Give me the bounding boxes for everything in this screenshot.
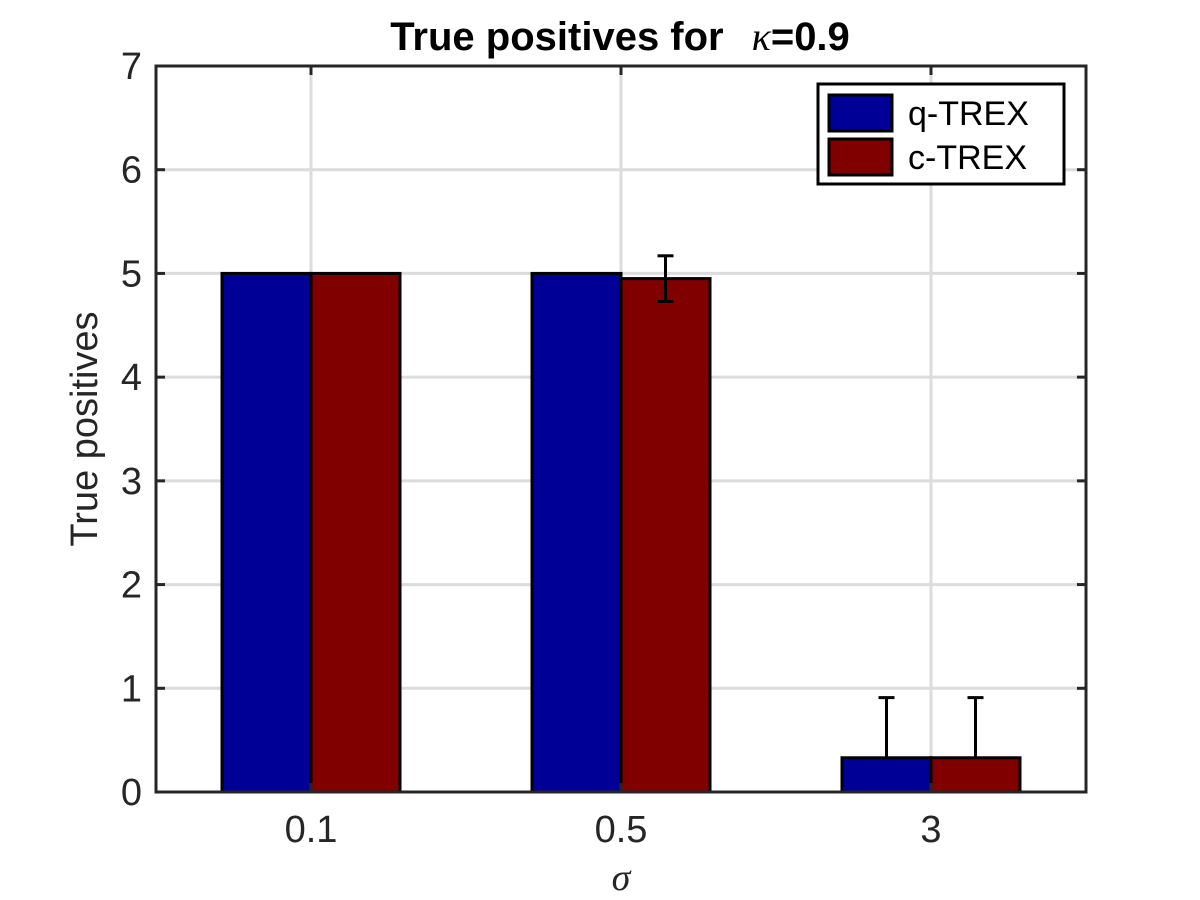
bars [220, 271, 1022, 794]
y-tick-label: 2 [121, 565, 142, 607]
y-tick-label: 3 [121, 461, 142, 503]
y-tick-label: 4 [121, 357, 142, 399]
bar-q-trex-0-5 [530, 271, 623, 794]
bar-q-trex-3 [840, 756, 933, 794]
legend-label-c-trex: c-TREX [908, 139, 1027, 177]
chart-title: True positives for κ=0.9 [390, 14, 850, 59]
title-prefix: True positives for [390, 15, 723, 59]
legend-swatch-q-trex [827, 93, 894, 133]
bar-c-trex-0-5 [619, 277, 712, 794]
bar-q-trex-0-1 [220, 271, 313, 794]
y-tick-label: 5 [121, 253, 142, 295]
x-tick-label: 0.1 [285, 809, 338, 851]
y-tick-label: 6 [121, 150, 142, 192]
y-tick-label: 0 [121, 772, 142, 814]
x-tick-label: 3 [920, 809, 941, 851]
title-suffix: =0.9 [771, 15, 850, 59]
legend-swatch-c-trex [827, 137, 894, 177]
bar-c-trex-0-1 [309, 271, 402, 794]
title-kappa-symbol: κ [752, 14, 772, 59]
x-axis-ticks: 0.1 0.5 3 [285, 66, 942, 851]
y-axis-ticks: 0 1 2 3 4 5 6 7 [121, 46, 1086, 814]
y-tick-label: 7 [121, 46, 142, 88]
error-bars [657, 254, 984, 758]
legend: q-TREX c-TREX [816, 82, 1066, 186]
legend-label-q-trex: q-TREX [908, 95, 1029, 133]
y-tick-label: 1 [121, 668, 142, 710]
x-tick-label: 0.5 [595, 809, 648, 851]
bar-c-trex-3 [929, 756, 1022, 794]
y-axis-label: True positives [64, 311, 106, 546]
x-axis-label: σ [612, 857, 632, 899]
